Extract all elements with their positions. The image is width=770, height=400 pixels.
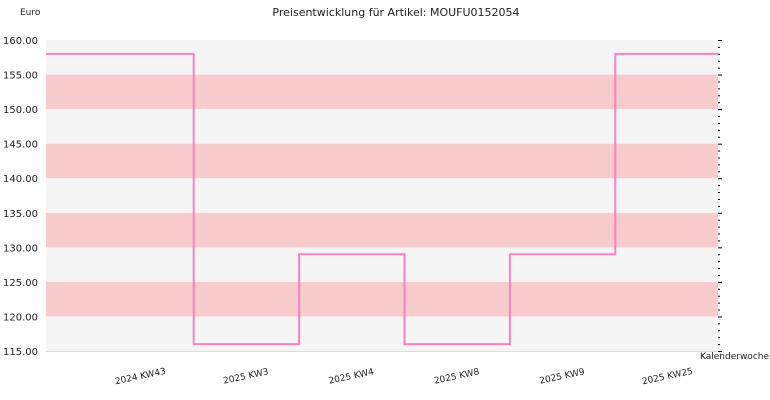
plot-band (46, 178, 718, 213)
plot-background-bands (46, 40, 718, 352)
plot-band (46, 316, 718, 351)
x-tick-label: 2025 KW4 (328, 367, 375, 386)
plot-band (46, 74, 718, 110)
x-tick-label: 2025 KW9 (539, 367, 586, 386)
y-tick-label: 160.00 (3, 36, 38, 47)
plot-band (46, 247, 718, 282)
y-axis-label: Euro (20, 8, 41, 18)
x-tick-label: 2025 KW25 (641, 367, 694, 388)
plot-band (46, 212, 718, 248)
y-tick-label: 130.00 (3, 243, 38, 254)
plot-band (46, 281, 718, 317)
series-layer (46, 52, 718, 346)
y-tick-label: 125.00 (3, 278, 38, 289)
x-axis-ticks: 2024 KW43 2025 KW3 2025 KW4 2025 KW8 2025 KW… (114, 367, 694, 388)
y-tick-label: 155.00 (3, 71, 38, 82)
y-tick-label: 135.00 (3, 209, 38, 220)
x-axis-label: Kalenderwoche (700, 352, 769, 362)
x-tick-label: 2024 KW43 (114, 367, 167, 388)
chart-title: Preisentwicklung für Artikel: MOUFU01520… (272, 6, 519, 19)
y-tick-label: 120.00 (3, 312, 38, 323)
x-tick-label: 2025 KW8 (433, 367, 480, 386)
y-tick-label: 150.00 (3, 105, 38, 116)
plot-band (46, 143, 718, 179)
y-axis-ticks: 115.00 120.00 125.00 130.00 135.00 140.00 145.… (3, 36, 38, 358)
series-line (46, 52, 718, 346)
y-tick-label: 140.00 (3, 174, 38, 185)
y-tick-label: 145.00 (3, 140, 38, 151)
plot-band (46, 109, 718, 144)
y-axis-minor-ticks (718, 40, 722, 352)
plot-band (46, 40, 718, 75)
y-tick-label: 115.00 (3, 347, 38, 358)
x-tick-label: 2025 KW3 (222, 367, 269, 386)
